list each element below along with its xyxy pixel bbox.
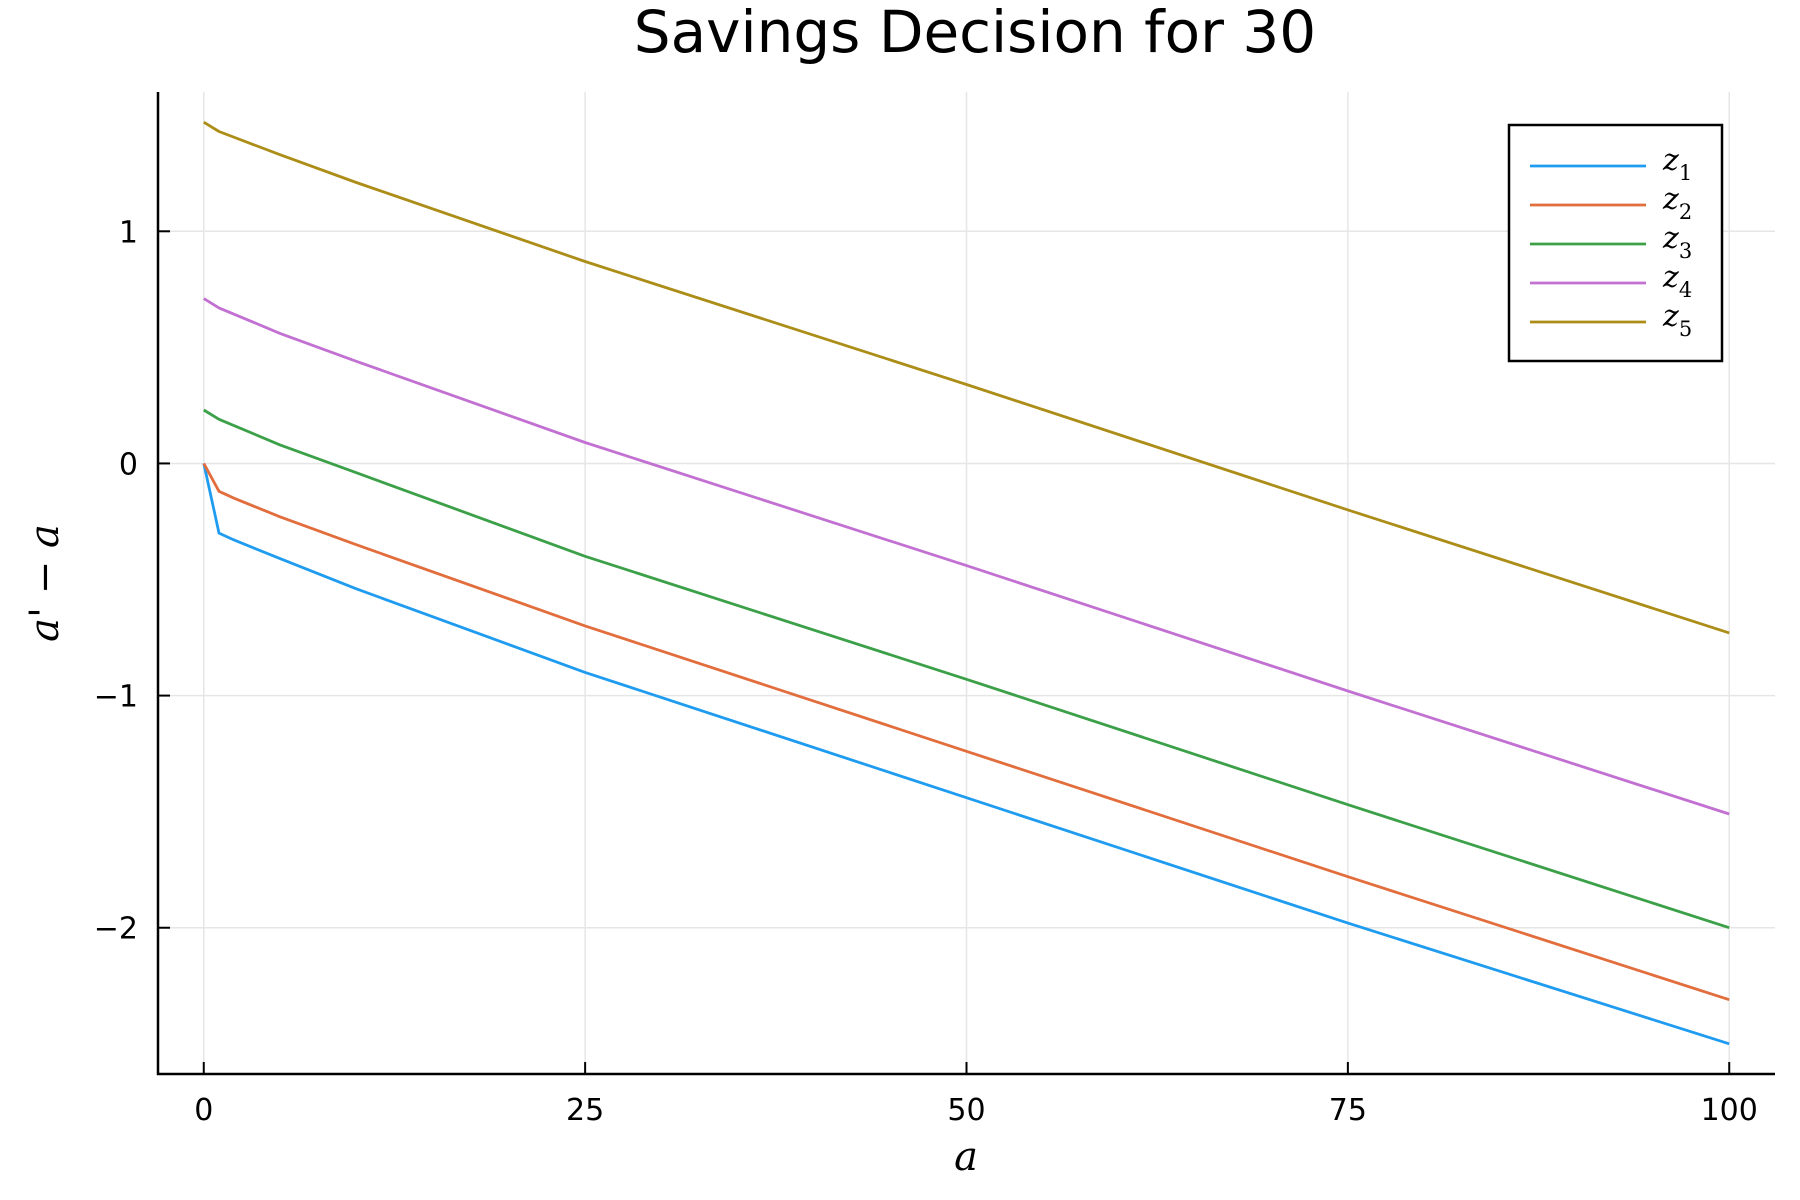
axis-frame [156,92,1775,1076]
y-tick-label: −1 [94,680,138,715]
x-tick-label: 100 [1701,1093,1758,1128]
legend-item: z3 [1530,221,1692,263]
y-axis-label: a' − a [22,524,68,642]
series-line-z2 [202,462,1730,1002]
y-tick-label: 1 [119,215,138,250]
legend-label: z3 [1662,221,1692,263]
x-tick-label: 0 [194,1093,213,1128]
legend-label: z2 [1662,182,1692,224]
y-tick-label: 0 [119,447,138,482]
legend-label: z1 [1662,143,1692,185]
legend-item: z5 [1530,299,1692,341]
series-line-z1 [202,463,1730,1046]
legend-label: z4 [1662,260,1692,302]
legend-item: z4 [1530,260,1692,302]
y-tick-label: −2 [94,912,138,947]
plot-area [202,121,1730,1046]
tick-labels: 0 25 50 75 100 −2 −1 0 1 [94,215,1758,1128]
x-tick-label: 50 [947,1093,985,1128]
grid [158,92,1775,1074]
x-tick-label: 25 [566,1093,604,1128]
chart-title: Savings Decision for 30 [634,0,1316,66]
x-tick-label: 75 [1329,1093,1367,1128]
legend-item: z1 [1530,143,1692,185]
legend-label: z5 [1662,299,1692,341]
series-line-z3 [203,408,1730,930]
legend-item: z2 [1530,182,1692,224]
series-line-z4 [203,297,1730,816]
series-line-z5 [203,121,1730,635]
x-axis-label: a [954,1134,978,1180]
